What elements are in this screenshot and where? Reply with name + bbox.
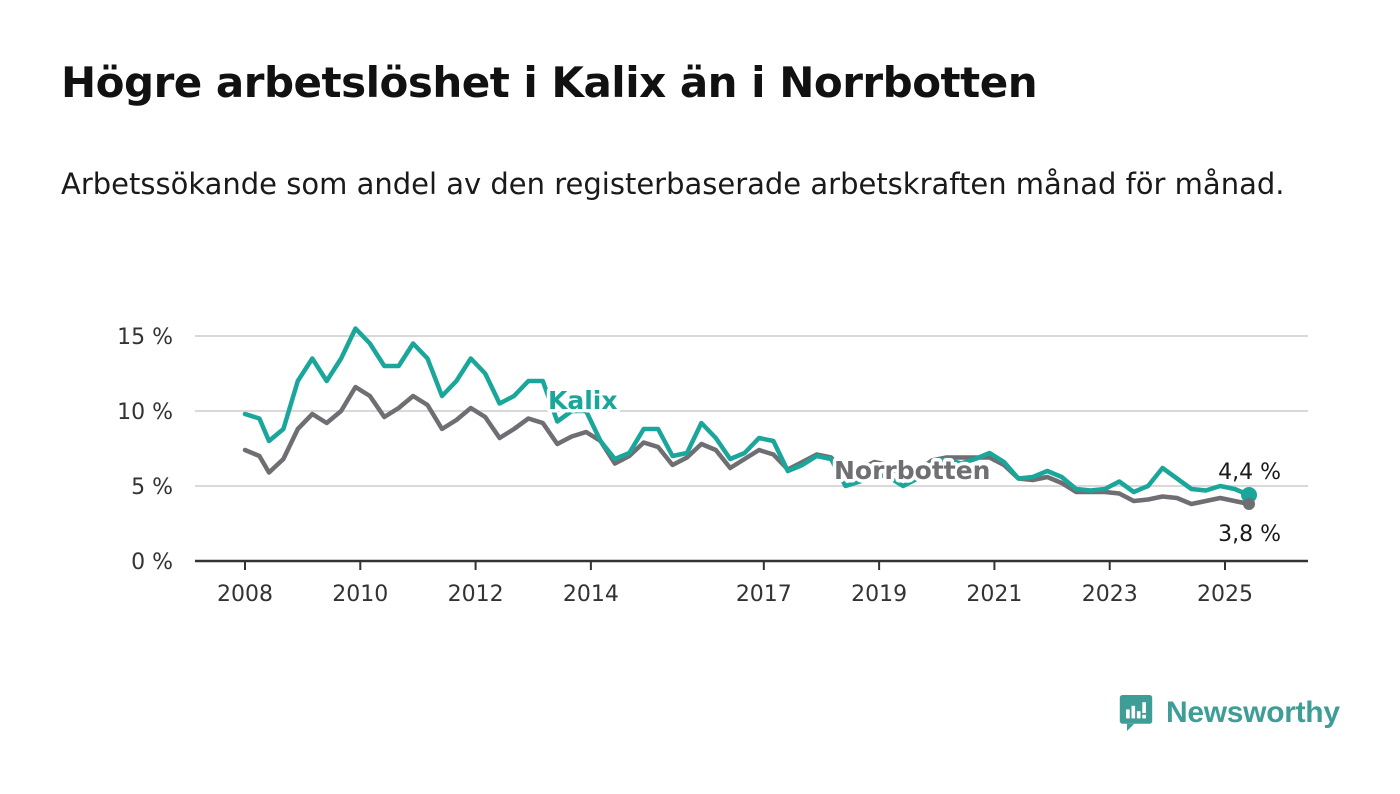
x-tick-label: 2023 bbox=[1082, 582, 1138, 607]
gridlines bbox=[195, 335, 1308, 487]
series-lines bbox=[242, 326, 1252, 507]
x-tick-label: 2017 bbox=[736, 582, 792, 607]
end-point-norrbotten bbox=[1243, 498, 1256, 510]
x-tick-label: 2008 bbox=[217, 582, 273, 607]
x-tick-label: 2019 bbox=[851, 582, 907, 607]
end-value-label-norrbotten: 3,8 % bbox=[1218, 522, 1281, 547]
newsworthy-chart-icon bbox=[1119, 695, 1153, 731]
chart-title: Högre arbetslöshet i Kalix än i Norrbott… bbox=[61, 58, 1038, 107]
chart-labels: 4,4 % 3,8 % Kalix Norrbotten bbox=[545, 383, 1282, 548]
end-point-kalix bbox=[1241, 487, 1258, 503]
x-tick-label: 2012 bbox=[448, 582, 504, 607]
x-tick-label: 2021 bbox=[966, 582, 1022, 607]
newsworthy-logo: Newsworthy bbox=[1118, 690, 1340, 736]
brand-name: Newsworthy bbox=[1166, 696, 1340, 729]
chart-subtitle: Arbetssökande som andel av den registerb… bbox=[61, 167, 1285, 201]
series-line-kalix bbox=[242, 326, 1252, 498]
x-tick-label: 2014 bbox=[563, 582, 619, 607]
y-tick-label: 10 % bbox=[117, 400, 173, 425]
y-tick-label: 0 % bbox=[131, 550, 173, 575]
series-name-label-norrbotten: Norrbotten bbox=[834, 456, 990, 485]
series-name-label-kalix: Kalix bbox=[548, 386, 618, 415]
x-tick-label: 2025 bbox=[1197, 582, 1253, 607]
axes: 0 % 5 % 10 % 15 % 2008 2010 2012 2014 2017 2019 20… bbox=[117, 325, 1308, 607]
x-tick-label: 2010 bbox=[332, 582, 388, 607]
series-line-norrbotten bbox=[242, 384, 1252, 507]
y-tick-label: 15 % bbox=[117, 325, 173, 350]
end-value-label-kalix: 4,4 % bbox=[1218, 460, 1281, 485]
y-tick-label: 5 % bbox=[131, 475, 173, 500]
